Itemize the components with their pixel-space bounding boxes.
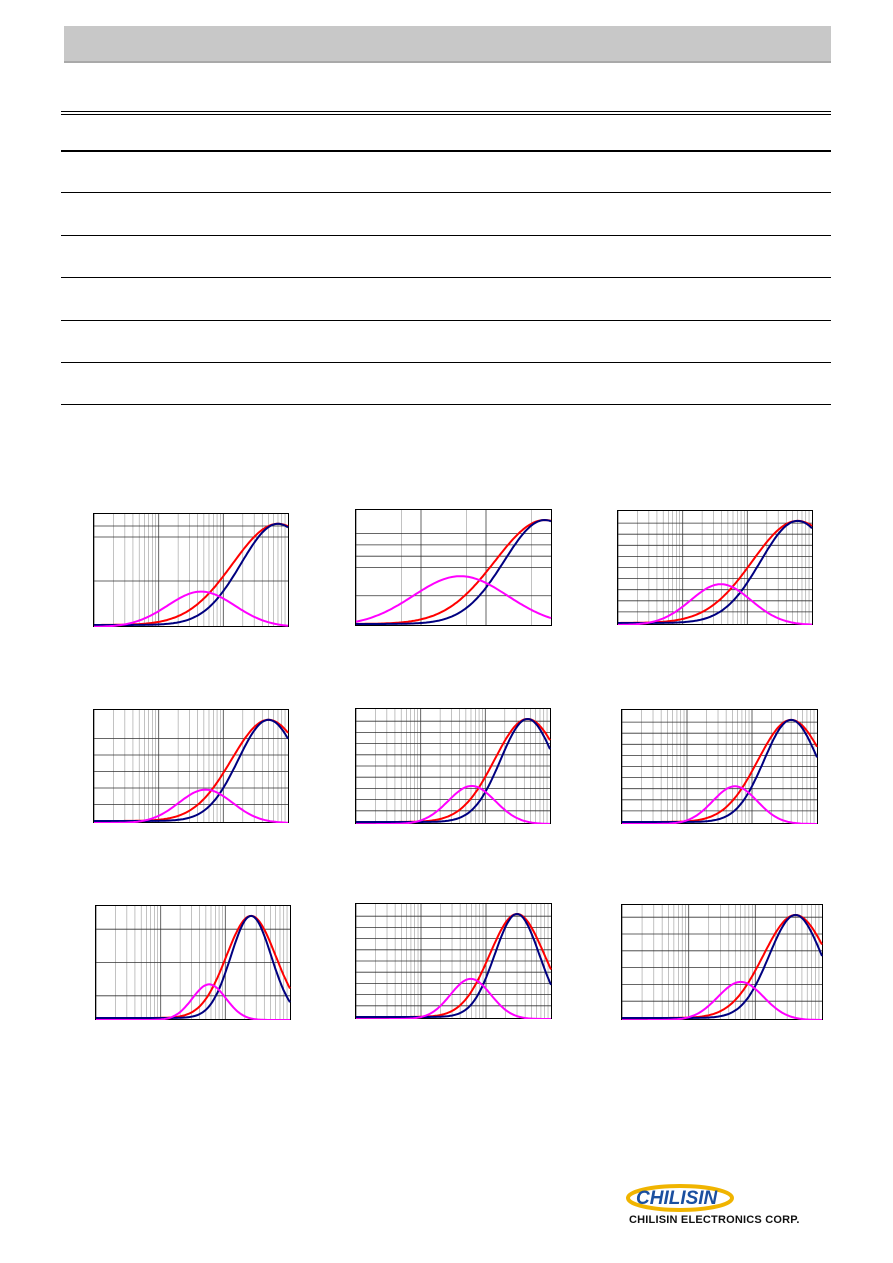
curve-z (96, 914, 291, 1019)
curve-r (94, 718, 289, 822)
curve-x (94, 590, 289, 627)
curve-x (356, 785, 550, 824)
curve-z (356, 717, 551, 823)
table-top-rule (61, 111, 831, 115)
plot-frame (621, 904, 823, 1020)
curve-z (356, 912, 552, 1018)
chart-6 (621, 709, 818, 824)
curve-x (622, 980, 822, 1020)
curve-x (618, 583, 813, 625)
curve-r (618, 519, 813, 624)
curve-z (94, 718, 289, 822)
company-name: CHILISIN ELECTRONICS CORP. (629, 1214, 800, 1226)
curve-x (355, 575, 552, 623)
plot-frame (355, 509, 552, 626)
table-row-rule (61, 320, 831, 321)
curve-x (94, 788, 288, 823)
plot-frame (93, 513, 289, 627)
chart-3 (617, 510, 813, 625)
curve-x (622, 785, 817, 824)
curve-r (356, 717, 551, 823)
plot-frame (621, 709, 818, 824)
plot-frame (355, 708, 551, 824)
curve-z (622, 913, 823, 1019)
chart-2 (355, 509, 552, 626)
chart-7 (95, 905, 291, 1020)
table-row-rule (61, 277, 831, 278)
chart-4 (93, 709, 289, 823)
curve-z (618, 519, 813, 624)
chart-1 (93, 513, 289, 627)
logo-brand: CHILISIN (636, 1188, 719, 1209)
logo-swoosh (626, 1184, 734, 1212)
plot-frame (617, 510, 813, 625)
chart-5 (355, 708, 551, 824)
curve-r (356, 518, 552, 625)
table-row-rule (61, 192, 831, 193)
curve-r (96, 914, 291, 1019)
plot-frame (93, 709, 289, 823)
plot-frame (355, 903, 552, 1019)
table-row-rule (61, 362, 831, 363)
plot-frame (95, 905, 291, 1020)
chart-8 (355, 903, 552, 1019)
table-row-rule (61, 235, 831, 236)
curve-r (622, 913, 823, 1019)
chilisin-logo: CHILISIN (622, 1180, 827, 1230)
chart-9 (621, 904, 823, 1020)
curve-z (94, 522, 289, 626)
curve-z (622, 718, 818, 823)
header-bar (64, 26, 831, 63)
curve-r (356, 912, 552, 1018)
table-header-rule (61, 150, 831, 152)
curve-x (356, 977, 551, 1019)
table-bottom-rule (61, 404, 831, 405)
curve-r (622, 718, 818, 823)
curve-x (96, 983, 290, 1020)
